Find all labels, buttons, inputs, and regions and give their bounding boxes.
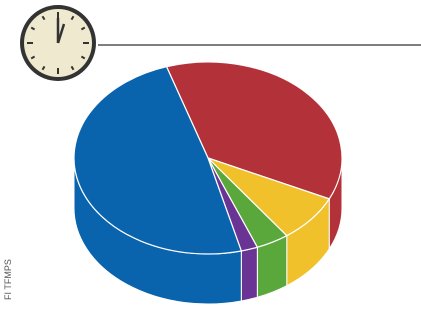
clock-icon [20,5,96,81]
pie-side [240,246,258,302]
pie [73,61,343,305]
pie-slice [165,61,343,200]
credit: FI TFMPS [3,259,13,300]
pie-slice [73,66,243,255]
